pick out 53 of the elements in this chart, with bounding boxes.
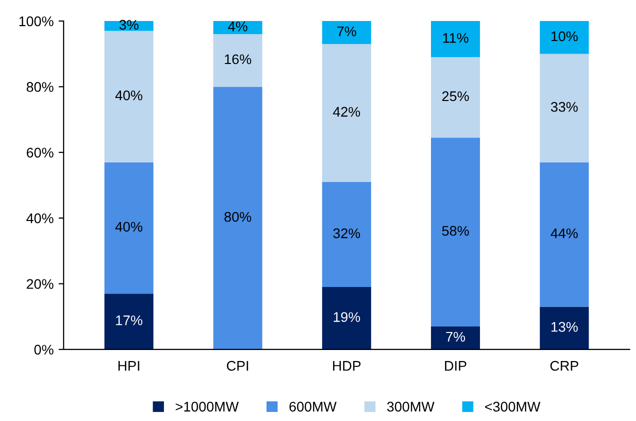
y-tick-label: 80% bbox=[26, 82, 54, 92]
x-tick-label: CRP bbox=[550, 360, 578, 371]
bar bbox=[213, 86, 262, 350]
legend-label: 300MW bbox=[387, 402, 434, 412]
y-tick-label: 20% bbox=[26, 279, 54, 289]
data-label: 40% bbox=[115, 222, 142, 232]
data-label: 3% bbox=[119, 20, 138, 30]
data-label: 7% bbox=[446, 332, 466, 342]
legend-label: 600MW bbox=[289, 402, 337, 412]
bar bbox=[213, 21, 262, 34]
bar bbox=[104, 294, 154, 350]
data-label: 19% bbox=[334, 312, 360, 322]
legend-label: <300MW bbox=[485, 402, 540, 412]
bar bbox=[104, 162, 154, 294]
x-tick-label: HDP bbox=[333, 361, 361, 371]
y-tick-label: 100% bbox=[19, 16, 54, 26]
data-label: 80% bbox=[224, 212, 252, 222]
bar bbox=[430, 21, 480, 58]
bar bbox=[540, 306, 589, 350]
bar bbox=[540, 54, 589, 162]
bar bbox=[322, 182, 372, 288]
data-label: 42% bbox=[333, 106, 360, 117]
bar bbox=[104, 30, 154, 162]
data-label: 40% bbox=[115, 90, 142, 100]
y-tick-label: 0% bbox=[34, 344, 54, 355]
data-label: 4% bbox=[228, 22, 248, 32]
data-label: 7% bbox=[337, 26, 356, 36]
bar bbox=[322, 21, 372, 44]
data-label: 16% bbox=[224, 54, 252, 64]
data-label: 25% bbox=[442, 91, 469, 102]
bar bbox=[540, 21, 589, 54]
bar bbox=[430, 57, 480, 138]
data-label: 58% bbox=[442, 226, 469, 236]
bar bbox=[322, 287, 372, 350]
x-tick-label: CPI bbox=[226, 360, 248, 371]
bar bbox=[540, 162, 589, 307]
x-tick-label: DIP bbox=[445, 361, 466, 371]
bar bbox=[430, 138, 480, 326]
bar bbox=[213, 34, 262, 87]
data-label: 17% bbox=[116, 315, 142, 326]
bar bbox=[104, 21, 154, 31]
data-label: 11% bbox=[443, 33, 468, 43]
data-label: 32% bbox=[333, 228, 360, 238]
y-tick-label: 60% bbox=[26, 148, 54, 158]
bar bbox=[430, 326, 480, 350]
legend-label: >1000MW bbox=[176, 402, 239, 412]
data-label: 10% bbox=[551, 31, 578, 42]
data-label: 44% bbox=[550, 228, 578, 238]
x-tick-label: HPI bbox=[118, 361, 140, 371]
y-tick-label: 40% bbox=[26, 213, 54, 224]
data-label: 13% bbox=[551, 322, 578, 332]
bar bbox=[322, 44, 372, 182]
data-label: 33% bbox=[550, 102, 578, 112]
